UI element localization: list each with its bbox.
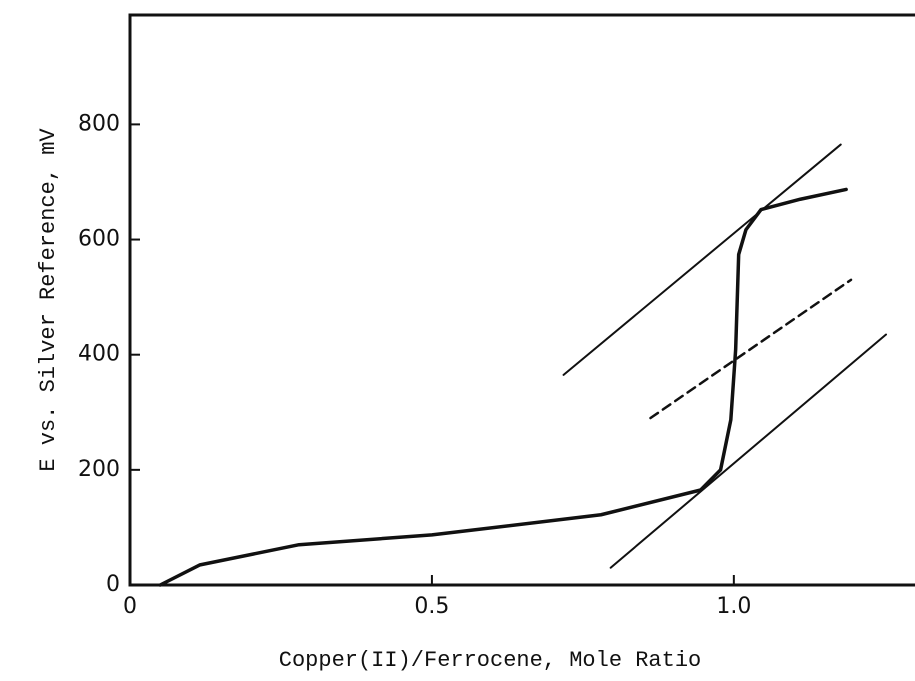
y-tick-label: 200 — [78, 457, 120, 482]
x-tick-label: 1.0 — [716, 594, 751, 619]
y-tick-label: 0 — [106, 572, 120, 597]
data-line — [562, 143, 842, 376]
y-tick-label: 600 — [78, 227, 120, 252]
data-line — [649, 278, 853, 420]
x-tick-label: 0 — [123, 594, 137, 619]
y-tick-label: 800 — [78, 111, 120, 136]
data-line — [609, 333, 888, 569]
y-tick-label: 400 — [78, 342, 120, 367]
data-line — [158, 187, 848, 587]
x-tick-label: 0.5 — [414, 594, 449, 619]
plot-frame — [128, 13, 915, 587]
y-axis-label: E vs. Silver Reference, mV — [36, 128, 61, 472]
x-axis-label: Copper(II)/Ferrocene, Mole Ratio — [279, 648, 701, 673]
